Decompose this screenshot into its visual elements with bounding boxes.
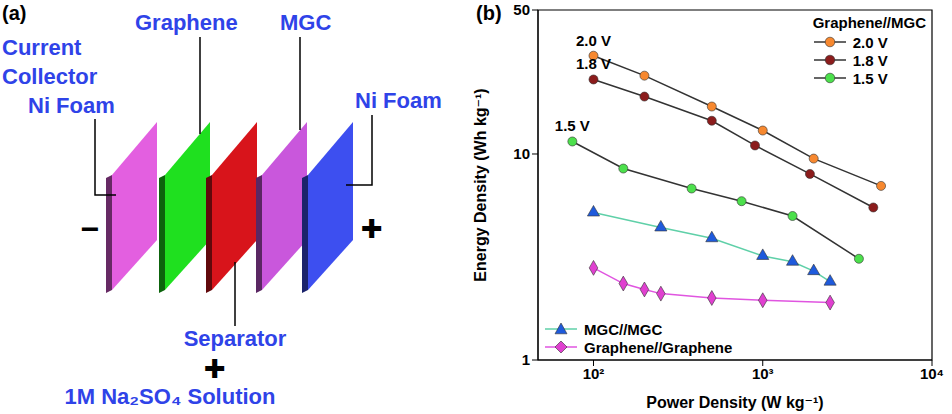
svg-text:Separator: Separator <box>184 326 287 351</box>
svg-text:1.5 V: 1.5 V <box>555 117 590 134</box>
svg-text:Power Density (W kg⁻¹): Power Density (W kg⁻¹) <box>646 394 823 411</box>
html-text:1.8 V: 1.8 V <box>852 51 888 69</box>
svg-text:Graphene: Graphene <box>135 10 238 35</box>
svg-text:10³: 10³ <box>752 365 774 382</box>
svg-text:1M Na₂SO₄ Solution: 1M Na₂SO₄ Solution <box>65 384 276 409</box>
svg-text:2.0 V: 2.0 V <box>576 32 611 49</box>
svg-text:Ni Foam: Ni Foam <box>355 88 442 113</box>
svg-text:1.8 V: 1.8 V <box>576 55 611 72</box>
html-text:MGC//MGC: MGC//MGC <box>584 320 663 338</box>
svg-text:10²: 10² <box>583 365 605 382</box>
html-text:(b): (b) <box>476 2 502 24</box>
svg-text:Collector: Collector <box>2 64 98 89</box>
html-text:1.5 V: 1.5 V <box>852 69 888 87</box>
html-text:2.0 V: 2.0 V <box>852 33 888 51</box>
svg-text:✚: ✚ <box>204 354 226 384</box>
svg-text:−: − <box>81 211 100 247</box>
svg-text:Current: Current <box>2 35 82 60</box>
svg-text:✚: ✚ <box>361 214 383 244</box>
svg-text:1: 1 <box>522 351 530 368</box>
html-text:Graphene//Graphene: Graphene//Graphene <box>584 338 733 356</box>
svg-text:Energy Density (Wh kg⁻¹): Energy Density (Wh kg⁻¹) <box>472 88 489 281</box>
html-text:Graphene//MGC: Graphene//MGC <box>812 14 926 31</box>
svg-text:10⁴: 10⁴ <box>920 365 944 382</box>
svg-text:MGC: MGC <box>280 10 331 35</box>
svg-text:50: 50 <box>513 1 530 18</box>
svg-text:(a): (a) <box>2 2 26 24</box>
svg-text:Ni Foam: Ni Foam <box>28 93 115 118</box>
svg-text:10: 10 <box>513 145 530 162</box>
